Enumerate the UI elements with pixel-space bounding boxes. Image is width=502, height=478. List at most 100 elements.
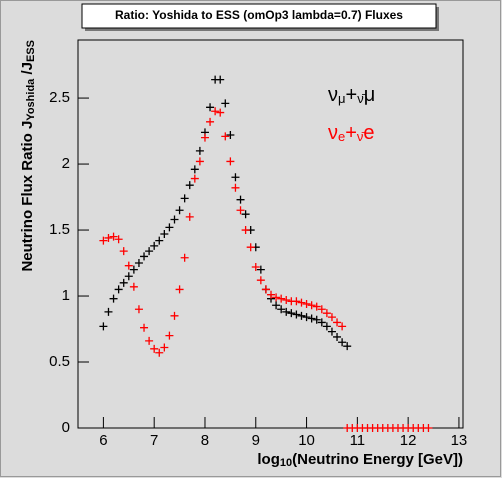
marker [134,305,143,314]
marker [104,233,113,242]
y-tick-label: 0 [62,419,70,436]
marker [185,212,194,221]
marker [200,133,209,142]
marker [327,327,336,336]
marker [221,99,230,108]
label-part: e [363,122,374,144]
marker [292,297,301,306]
label-part: + [346,84,358,106]
marker [424,424,433,432]
marker [256,276,265,285]
marker [175,206,184,215]
marker [180,253,189,262]
marker [206,103,215,112]
marker [221,132,230,141]
marker [134,259,143,268]
marker [231,183,240,192]
marker [322,309,331,318]
label-part: μ [364,84,376,106]
legend-entry: νμ+ν̄μ [328,84,375,106]
marker [165,331,174,340]
y-tick-label: 2.5 [49,89,70,106]
subscript: Yoshida [25,78,37,121]
label-part: log [257,451,280,468]
marker [185,181,194,190]
marker [99,236,108,245]
marker [338,322,347,331]
subscript: ν̄ [357,129,366,144]
marker [175,285,184,294]
marker [241,210,250,219]
marker [246,243,255,252]
marker [312,315,321,324]
marker [236,206,245,215]
marker [231,173,240,182]
marker [297,311,306,320]
marker [338,338,347,347]
marker [307,301,316,310]
marker [190,165,199,174]
marker [114,285,123,294]
marker [140,323,149,332]
marker [267,290,276,299]
marker [292,310,301,319]
marker [251,262,260,271]
marker [241,226,250,235]
marker [282,307,291,316]
marker [190,174,199,183]
marker [277,305,286,314]
x-axis-label: log10(Neutrino Energy [GeV]) [257,451,463,469]
marker [150,241,159,250]
label-part: (Neutrino Energy [GeV]) [292,451,463,468]
marker [124,272,133,281]
marker [195,146,204,155]
marker [155,236,164,245]
marker [99,322,108,331]
marker [145,247,154,256]
label-part: ν [328,122,338,144]
x-tick-label: 6 [99,432,107,449]
marker [226,131,235,140]
x-tick-label: 9 [252,432,260,449]
marker [155,348,164,357]
subscript: 10 [280,457,292,469]
marker [216,108,225,117]
y-tick-label: 2 [62,155,70,172]
frame [77,39,464,429]
label-part: + [345,122,357,144]
marker [119,278,128,287]
marker [302,299,311,308]
chart-title: Ratio: Yoshida to ESS (omOp3 lambda=0.7)… [115,8,403,22]
marker [312,302,321,311]
marker [129,282,138,291]
subscript: e [338,129,345,144]
marker [180,194,189,203]
x-tick-label: 10 [298,432,315,449]
y-tick-label: 0.5 [49,353,70,370]
marker [165,223,174,232]
marker [150,344,159,353]
marker [160,343,169,352]
marker [297,298,306,307]
x-tick-label: 11 [350,432,366,449]
subscript: μ [338,91,346,106]
y-tick-label: 1 [62,287,70,304]
marker [322,322,331,331]
marker [307,314,316,323]
y-axis-label: Neutrino Flux Ratio JYoshida /JESS [19,40,37,272]
label-part: Neutrino Flux Ratio J [19,121,36,272]
marker [343,342,352,351]
marker [160,230,169,238]
marker [333,332,342,341]
title-box [81,3,437,29]
marker [317,305,326,314]
marker [317,318,326,327]
x-tick-label: 12 [400,432,417,449]
marker [327,313,336,322]
marker [170,311,179,320]
marker [287,309,296,318]
marker [124,261,133,270]
marker [277,294,286,303]
marker [302,313,311,322]
